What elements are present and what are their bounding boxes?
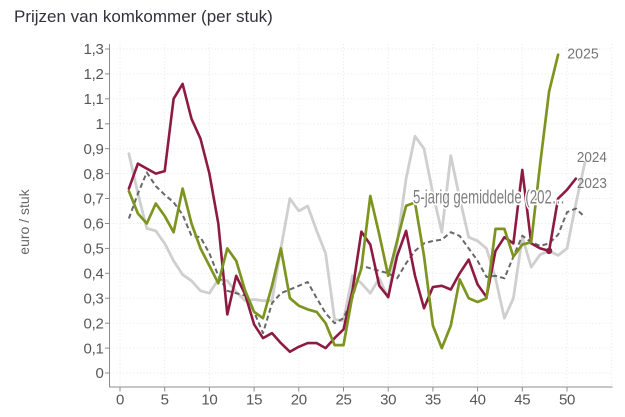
svg-text:euro / stuk: euro / stuk: [16, 188, 32, 254]
svg-text:0,8: 0,8: [84, 166, 104, 183]
svg-text:0,7: 0,7: [84, 191, 104, 208]
svg-text:2025: 2025: [567, 47, 599, 63]
svg-text:1,2: 1,2: [84, 66, 104, 83]
svg-text:35: 35: [425, 392, 441, 409]
svg-text:40: 40: [470, 392, 486, 409]
svg-text:50: 50: [559, 392, 575, 409]
svg-text:0,9: 0,9: [84, 141, 104, 158]
svg-text:0,2: 0,2: [84, 315, 104, 332]
svg-text:2023: 2023: [577, 176, 607, 192]
svg-text:0,6: 0,6: [84, 216, 104, 233]
svg-text:1,1: 1,1: [84, 91, 104, 108]
svg-text:30: 30: [380, 392, 396, 409]
svg-text:25: 25: [335, 392, 351, 409]
svg-text:20: 20: [291, 392, 307, 409]
svg-text:1: 1: [95, 116, 103, 133]
svg-text:45: 45: [514, 392, 530, 409]
svg-text:5-jarig gemiddelde (202…: 5-jarig gemiddelde (202…: [413, 188, 565, 209]
svg-text:0: 0: [116, 392, 124, 409]
svg-text:0: 0: [95, 365, 103, 382]
svg-text:2024: 2024: [577, 150, 607, 166]
svg-text:0,4: 0,4: [84, 266, 104, 283]
svg-text:15: 15: [246, 392, 262, 409]
svg-text:10: 10: [201, 392, 217, 409]
svg-text:Prijzen van komkommer (per stu: Prijzen van komkommer (per stuk): [14, 7, 273, 26]
svg-text:1,3: 1,3: [84, 41, 104, 58]
svg-text:5: 5: [161, 392, 169, 409]
svg-text:0,1: 0,1: [84, 340, 104, 357]
svg-text:0,3: 0,3: [84, 290, 104, 307]
svg-text:0,5: 0,5: [84, 241, 104, 258]
